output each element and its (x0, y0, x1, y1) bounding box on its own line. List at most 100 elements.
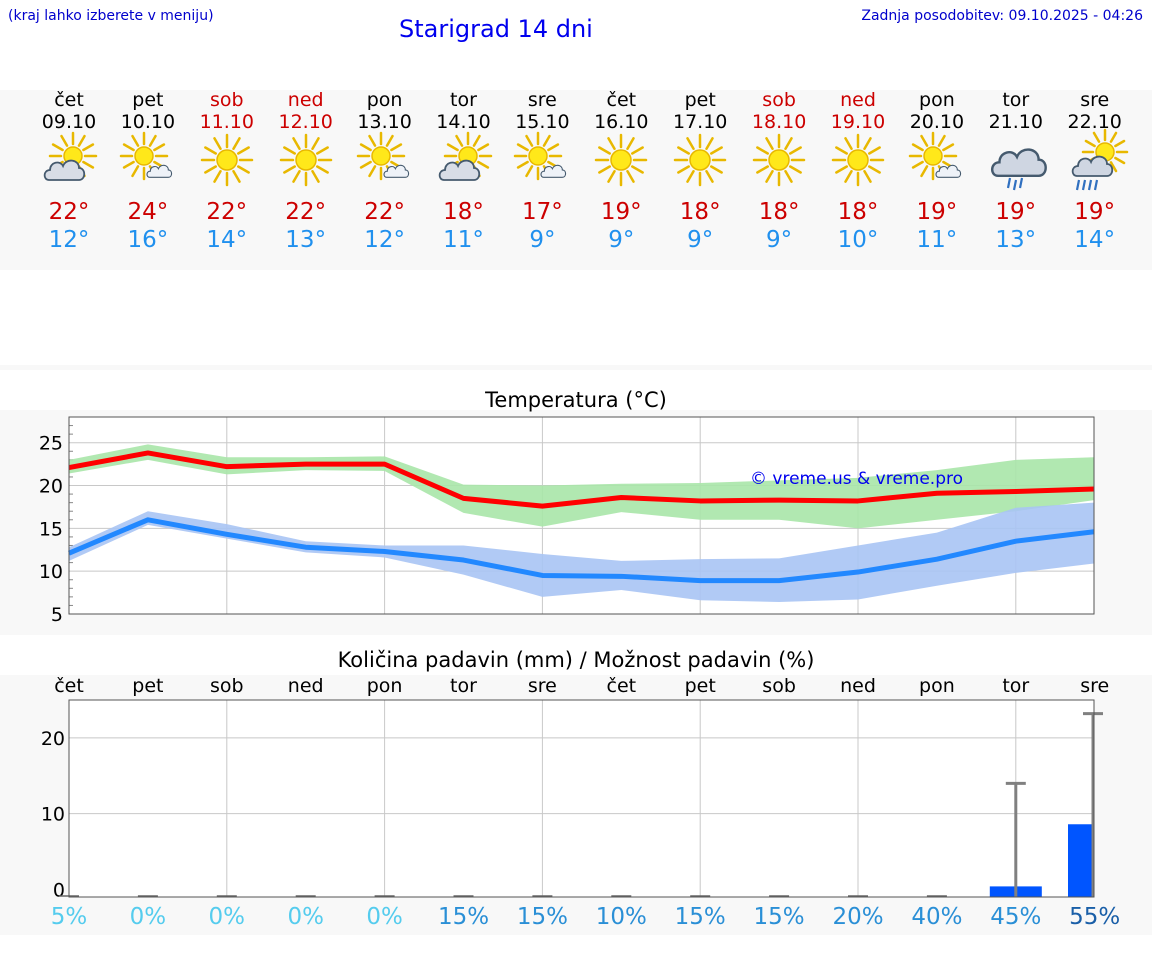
min-temp: 11° (443, 227, 484, 253)
partly-cloudy-icon (438, 131, 492, 181)
precip-chance-label: 10% (595, 904, 647, 930)
max-temp: 22° (206, 199, 248, 225)
temp-ytick-label: 25 (39, 433, 63, 455)
day-date: 20.10 (909, 111, 965, 133)
max-temp: 22° (364, 199, 405, 225)
day-name: sob (762, 89, 796, 111)
menu-hint[interactable]: (kraj lahko izberete v meniju) (8, 8, 214, 24)
min-temp: 14° (1074, 227, 1116, 253)
watermark: © vreme.us & vreme.pro (750, 469, 963, 489)
precip-chance-label: 15% (753, 904, 805, 930)
partly-cloudy-icon (43, 131, 98, 181)
precip-day-label: čet (54, 675, 84, 697)
sun-cloud-rain-icon (1071, 128, 1128, 191)
day-date: 15.10 (515, 111, 570, 133)
day-name: pet (684, 89, 716, 111)
precip-day-label: pon (919, 675, 955, 697)
min-temp: 16° (127, 227, 169, 253)
precip-chance-label: 5% (50, 904, 88, 930)
max-temp: 18° (679, 199, 721, 225)
page-title: Starigrad 14 dni (399, 15, 593, 43)
precip-chance-label: 15% (437, 904, 490, 930)
last-update: Zadnja posodobitev: 09.10.2025 - 04:26 (861, 8, 1143, 24)
day-name: sre (1080, 89, 1110, 111)
spacer-band (0, 365, 1152, 370)
max-temp: 17° (522, 199, 563, 225)
precip-day-label: sob (210, 675, 244, 697)
precip-day-label: pet (132, 675, 164, 697)
sunny-icon (200, 133, 254, 187)
day-name: sob (210, 89, 244, 111)
min-temp: 9° (687, 227, 714, 253)
cloud-rain-icon (990, 148, 1047, 191)
day-name: sre (527, 89, 557, 111)
precip-plot-area (69, 700, 1094, 897)
precip-ytick-label: 20 (41, 728, 65, 750)
temperature-chart-title: Temperatura (°C) (485, 388, 667, 412)
precip-day-label: sre (527, 675, 557, 697)
min-temp: 9° (529, 227, 556, 253)
day-date: 18.10 (751, 111, 807, 133)
precip-chance-label: 0% (366, 904, 403, 930)
day-date: 11.10 (199, 111, 254, 133)
min-temp: 9° (608, 227, 635, 253)
sunny-icon (752, 133, 806, 187)
day-name: čet (606, 89, 637, 111)
precip-chance-label: 0% (287, 904, 324, 930)
max-temp: 18° (837, 199, 879, 225)
day-date: 13.10 (357, 111, 412, 133)
day-date: 19.10 (830, 111, 886, 133)
sunny-icon (595, 133, 648, 187)
temp-ytick-label: 15 (39, 518, 63, 540)
precip-chance-label: 0% (129, 904, 167, 930)
max-temp: 19° (1074, 199, 1116, 225)
precip-chance-label: 40% (911, 904, 963, 930)
min-temp: 14° (206, 227, 248, 253)
temp-ytick-label: 20 (39, 476, 63, 498)
precip-day-label: sob (762, 675, 796, 697)
min-temp: 13° (285, 227, 327, 253)
precip-chance-label: 15% (516, 904, 568, 930)
day-name: pon (919, 89, 955, 111)
sun-small-cloud-icon (356, 131, 409, 181)
day-date: 17.10 (672, 111, 728, 133)
day-date: 10.10 (120, 111, 176, 133)
day-date: 22.10 (1067, 111, 1122, 133)
min-temp: 13° (995, 227, 1037, 253)
max-temp: 22° (285, 199, 327, 225)
max-temp: 18° (443, 199, 484, 225)
min-temp: 10° (837, 227, 879, 253)
temp-plot-frame (68, 416, 1095, 615)
precip-day-label: ned (287, 675, 324, 697)
min-temp: 12° (48, 227, 90, 253)
precip-day-label: tor (450, 675, 477, 697)
precip-ytick-label: 0 (53, 879, 65, 901)
day-date: 09.10 (41, 111, 97, 133)
tmin-band (69, 502, 1094, 603)
sun-small-cloud-icon (908, 131, 962, 181)
precip-bar (1068, 824, 1094, 897)
min-temp: 11° (916, 227, 958, 253)
precip-ytick-label: 10 (41, 804, 65, 826)
precip-chance-label: 45% (990, 904, 1042, 930)
day-name: tor (1002, 89, 1030, 111)
day-date: 14.10 (436, 111, 491, 133)
day-date: 21.10 (988, 111, 1043, 133)
precip-day-label: tor (1002, 675, 1030, 697)
max-temp: 18° (758, 199, 800, 225)
day-name: tor (450, 89, 477, 111)
day-name: čet (54, 89, 84, 111)
precip-day-label: sre (1080, 675, 1110, 697)
min-temp: 9° (766, 227, 793, 253)
sunny-icon (831, 133, 885, 187)
max-temp: 22° (48, 199, 90, 225)
day-name: ned (840, 89, 876, 111)
day-name: ned (287, 89, 324, 111)
day-name: pet (132, 89, 164, 111)
sun-small-cloud-icon (119, 131, 173, 181)
precip-chance-label: 0% (208, 904, 246, 930)
precip-chance-label: 55% (1069, 904, 1121, 930)
forecast-band (0, 90, 1152, 270)
sunny-icon (279, 133, 332, 187)
